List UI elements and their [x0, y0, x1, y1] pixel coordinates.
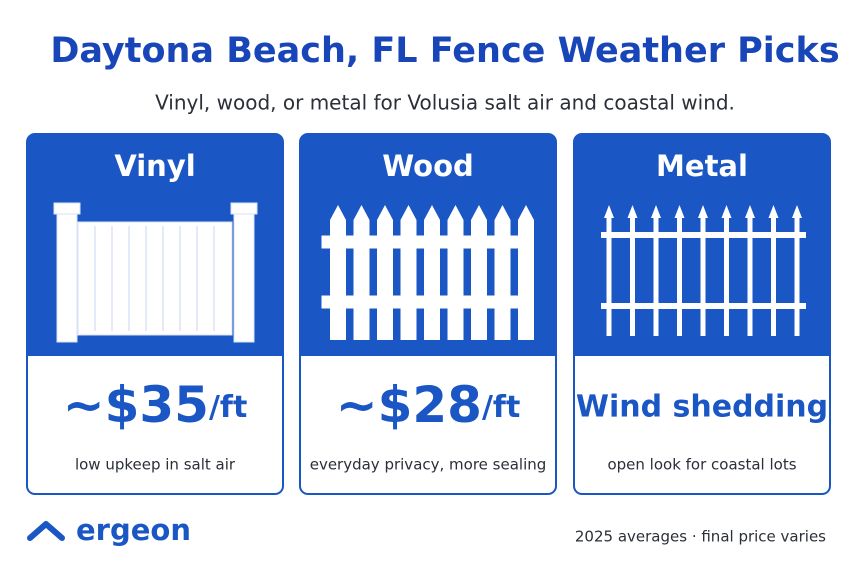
picket	[424, 205, 440, 340]
picket	[400, 205, 417, 340]
picket	[330, 205, 346, 340]
subtitle: Vinyl, wood, or metal for Volusia salt a…	[155, 91, 735, 115]
spear-tip	[792, 205, 802, 218]
card-name: Metal	[656, 149, 748, 183]
spear-tip	[768, 205, 779, 218]
brand: ergeon	[76, 513, 191, 547]
picket	[471, 205, 487, 340]
picket-bar	[677, 214, 682, 336]
footer-note: 2025 averages · final price varies	[575, 528, 826, 546]
picket-bar	[771, 214, 776, 336]
picket	[518, 205, 534, 340]
price: ~$35/ft	[63, 376, 248, 434]
spear-tip	[651, 205, 661, 218]
fence-illustration	[601, 205, 806, 336]
card-description: everyday privacy, more sealing	[310, 456, 547, 474]
headline: Wind shedding	[576, 390, 828, 425]
fence-post	[56, 211, 78, 343]
fence-panel	[77, 221, 233, 336]
card-description: low upkeep in salt air	[75, 456, 236, 474]
price-amount: ~$35	[63, 376, 209, 434]
spear-tip	[604, 205, 614, 218]
price: ~$28/ft	[336, 376, 521, 434]
spear-tip	[674, 205, 685, 218]
fence-illustration	[321, 205, 534, 340]
spear-tip	[627, 205, 638, 218]
cards: Vinyl ~$35/ft low upkeep in salt air Wood ~$…	[26, 133, 831, 495]
picket	[447, 205, 464, 340]
picket-bar	[630, 214, 635, 336]
card-name: Vinyl	[114, 149, 195, 183]
card-name: Wood	[382, 149, 474, 183]
spear-tip	[721, 205, 732, 218]
picket-bar	[700, 214, 706, 336]
picket	[353, 205, 370, 340]
post-cap	[53, 202, 81, 215]
picket-bar	[747, 214, 753, 336]
title: Daytona Beach, FL Fence Weather Picks	[50, 31, 839, 71]
spear-tip	[745, 205, 755, 218]
fence-illustration	[53, 202, 258, 343]
picket-bar	[794, 214, 800, 336]
price-amount: ~$28	[336, 376, 482, 434]
price-unit: /ft	[482, 390, 520, 425]
fence-post	[233, 211, 255, 343]
picket	[377, 205, 393, 340]
picket-bar	[653, 214, 659, 336]
spear-tip	[698, 205, 708, 218]
logo-icon	[27, 521, 65, 541]
picket-bar	[724, 214, 729, 336]
price-unit: /ft	[209, 390, 247, 425]
card-description: open look for coastal lots	[607, 456, 796, 474]
picket	[494, 205, 511, 340]
post-cap	[230, 202, 258, 215]
picket-bar	[606, 214, 612, 336]
